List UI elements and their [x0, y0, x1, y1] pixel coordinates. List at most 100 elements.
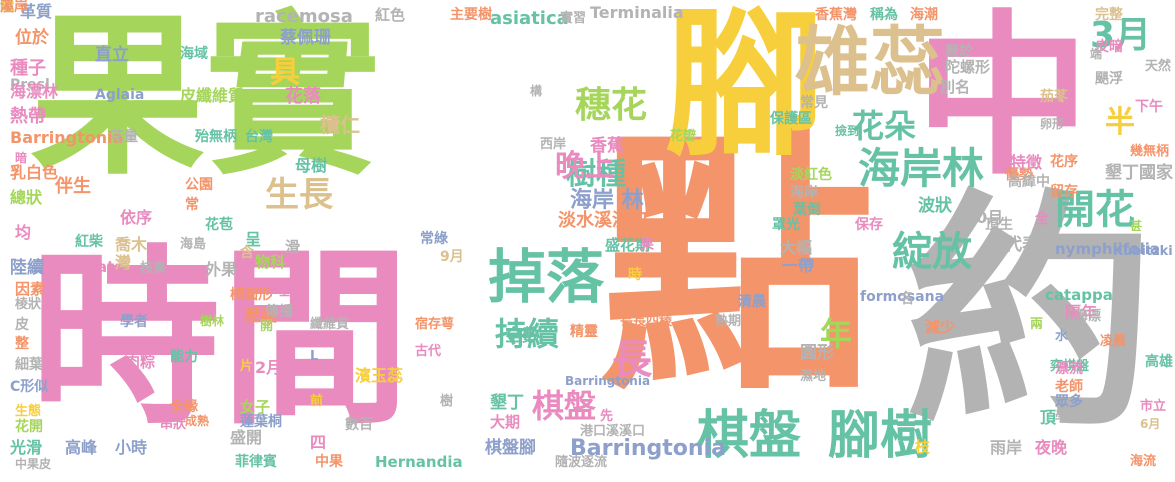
cloud-word: 花開	[15, 419, 43, 435]
cloud-word: 成	[0, 0, 14, 15]
cloud-word: 高峰	[65, 438, 98, 457]
cloud-word: 稱為	[870, 7, 898, 23]
cloud-word: 西岸	[540, 137, 567, 152]
cloud-word: 水	[1055, 329, 1069, 344]
cloud-word: 花落	[285, 86, 321, 107]
cloud-word: 台灣	[245, 129, 273, 145]
cloud-word: 海域	[180, 46, 208, 62]
cloud-word: 點	[600, 107, 875, 427]
cloud-word: 位於	[15, 28, 49, 48]
cloud-word: 橢圓形	[230, 287, 272, 303]
cloud-word: 掉落	[488, 243, 605, 311]
cloud-word: 端	[1090, 47, 1103, 61]
cloud-word: 保護區	[770, 111, 812, 127]
cloud-word: 海岸林	[858, 144, 985, 193]
cloud-word: 具	[270, 55, 300, 90]
cloud-word: 隨波逐流	[555, 455, 608, 470]
cloud-word: 凌晨	[1100, 334, 1127, 349]
cloud-word: 香蕉	[590, 136, 624, 156]
cloud-word: 精靈	[570, 324, 598, 340]
cloud-word: 兩	[1030, 317, 1044, 332]
cloud-word: catappa	[1045, 286, 1113, 304]
cloud-word: 花朵	[852, 107, 917, 145]
cloud-word: 肉粽	[125, 353, 156, 371]
cloud-word: nymphiifolia	[1055, 240, 1161, 258]
cloud-word: 熱帶	[10, 106, 46, 127]
cloud-word: 港口溪溪口	[580, 424, 646, 439]
cloud-word: 時間	[30, 229, 411, 450]
cloud-word: Presl	[10, 77, 50, 93]
cloud-word: 眾多	[1055, 394, 1083, 410]
cloud-word: 海漂	[1075, 309, 1102, 324]
cloud-word: 香蕉灣	[815, 7, 857, 23]
cloud-word: 古代	[415, 344, 442, 359]
cloud-word: 中果皮	[15, 457, 52, 471]
cloud-word: 年	[820, 315, 853, 353]
cloud-word: 女子	[240, 398, 271, 416]
cloud-word: 清晨	[738, 294, 766, 310]
cloud-word: 漂流	[1055, 361, 1083, 377]
cloud-word: 代表性	[1005, 235, 1056, 255]
cloud-word: 長	[612, 337, 652, 383]
cloud-word: 2月	[255, 358, 283, 377]
cloud-word: Terminalia	[590, 3, 684, 22]
cloud-word: 圓形	[800, 343, 834, 363]
cloud-word: 9月	[440, 249, 464, 265]
cloud-word: 雄蕊	[795, 18, 946, 106]
cloud-word: 皮	[15, 317, 29, 333]
cloud-word: 高緯中	[1008, 174, 1050, 190]
cloud-word: 四	[310, 433, 327, 452]
cloud-word: 串狀	[160, 417, 187, 432]
cloud-word: 果	[640, 237, 654, 253]
cloud-word: 傳播	[265, 304, 293, 320]
cloud-word: 大期	[490, 413, 521, 431]
cloud-word: 全數	[505, 326, 539, 346]
cloud-word: 茄苳	[1040, 89, 1068, 105]
cloud-word: 皮暗	[1095, 39, 1123, 55]
cloud-word: 蓮葉桐	[240, 414, 282, 430]
cloud-word: 晚上	[555, 149, 615, 184]
cloud-word: C形似	[10, 379, 49, 395]
cloud-word: 濕地	[800, 369, 827, 384]
cloud-word: 頂	[1040, 408, 1057, 427]
cloud-word: 隔年	[1065, 303, 1098, 322]
cloud-word: 10月	[965, 208, 1004, 227]
cloud-word: 含	[240, 245, 254, 261]
cloud-word: 蔡佩珊	[280, 28, 331, 48]
cloud-word: 懸於	[945, 44, 973, 60]
cloud-word: 穗花	[575, 85, 648, 126]
cloud-word: 半	[1105, 105, 1135, 140]
cloud-word: 因素	[15, 280, 46, 298]
cloud-word: 名	[900, 291, 914, 307]
cloud-word: 物科	[255, 253, 286, 271]
cloud-word: 學者	[120, 314, 148, 330]
cloud-word: 數百	[345, 417, 373, 433]
cloud-word: 棋盤	[532, 387, 597, 425]
cloud-word: 枝	[915, 438, 931, 456]
cloud-word: 盛花期	[605, 236, 651, 254]
cloud-word: 生長	[265, 175, 333, 215]
cloud-word: 全	[1035, 211, 1049, 227]
cloud-word: 時	[628, 267, 642, 283]
cloud-word: 先	[600, 409, 614, 424]
cloud-word: 天然	[1145, 59, 1172, 74]
cloud-word: 夜晚	[1035, 438, 1068, 457]
cloud-word: 片	[240, 359, 254, 374]
cloud-word: 盛開	[230, 428, 263, 447]
cloud-word: racemosa	[255, 6, 353, 27]
cloud-word: 下午	[1135, 99, 1163, 115]
cloud-word: 腳	[665, 0, 826, 178]
cloud-word: 整	[15, 336, 29, 352]
cloud-word: 卵形	[1040, 117, 1065, 131]
cloud-word: 完整	[1095, 7, 1123, 23]
cloud-word: formosana	[860, 289, 945, 305]
cloud-word: 甚	[1130, 219, 1143, 233]
cloud-word: 減少	[925, 318, 956, 336]
cloud-word: 陸續	[10, 258, 44, 278]
cloud-word: Barringtonia	[565, 374, 651, 388]
cloud-word: 別名	[940, 78, 971, 96]
cloud-word: 前	[310, 394, 324, 409]
cloud-word: 罩光	[772, 217, 800, 233]
cloud-word: 墾丁	[490, 393, 524, 413]
cloud-word: 果實	[30, 0, 380, 199]
